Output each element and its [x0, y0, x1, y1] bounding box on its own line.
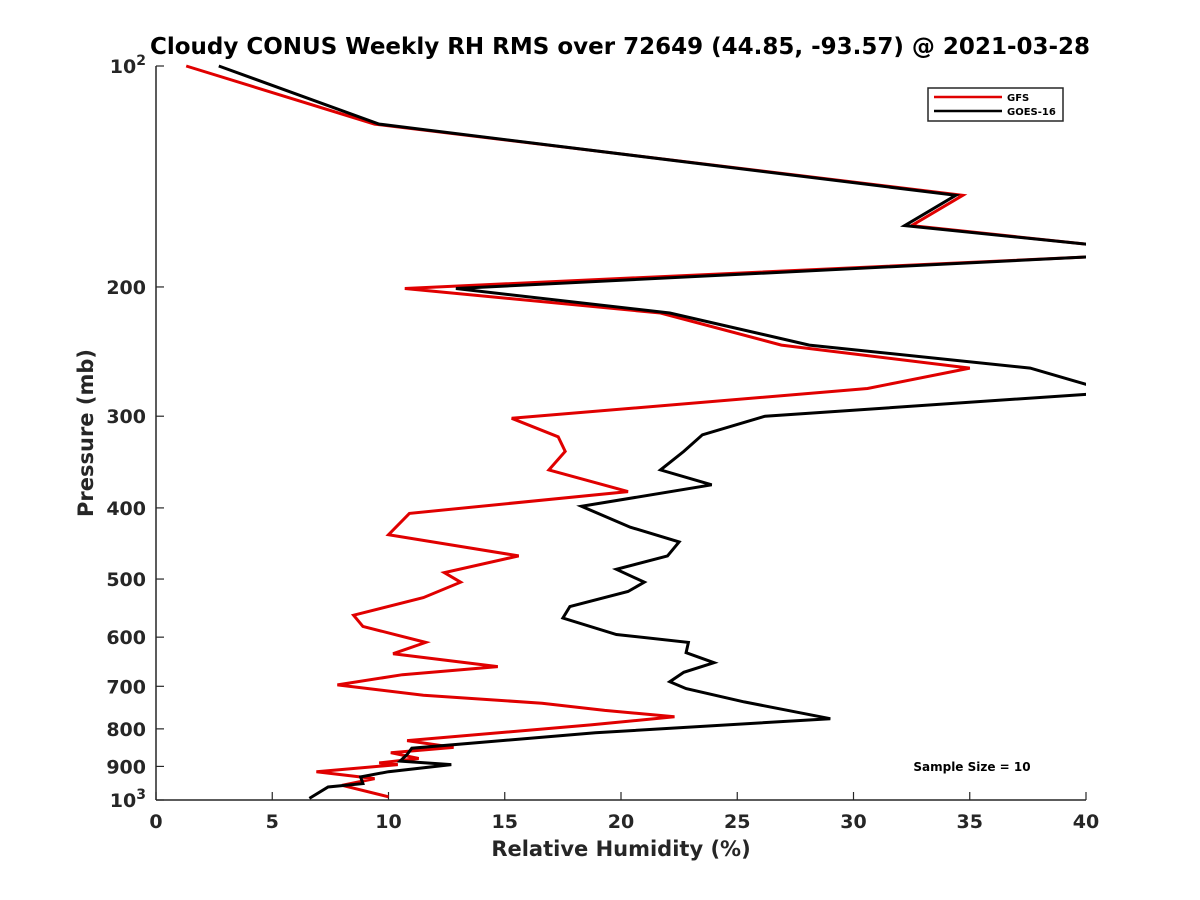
x-tick-label: 40: [1073, 811, 1099, 833]
y-axis-title: Pressure (mb): [74, 349, 98, 517]
x-tick-label: 25: [724, 811, 750, 833]
legend-label-gfs: GFS: [1007, 93, 1029, 104]
y-tick-label: 800: [106, 719, 146, 741]
y-tick-label: 400: [106, 498, 146, 520]
x-tick-label: 35: [957, 811, 983, 833]
y-tick-label: 200: [106, 277, 146, 299]
x-axis-title: Relative Humidity (%): [491, 837, 750, 861]
y-tick-label: 102: [110, 53, 146, 78]
plot-area: [155, 66, 1086, 801]
series-layer: [185, 64, 1086, 800]
y-tick-label: 500: [106, 569, 146, 591]
legend-label-goes16: GOES-16: [1007, 107, 1056, 118]
y-tick-label: 300: [106, 406, 146, 428]
series-line-gfs: [185, 64, 1086, 799]
sample-size-annotation: Sample Size = 10: [913, 760, 1030, 774]
y-tick-label: 900: [106, 756, 146, 778]
x-tick-label: 5: [266, 811, 279, 833]
chart-title: Cloudy CONUS Weekly RH RMS over 72649 (4…: [150, 34, 1090, 60]
x-tick-label: 30: [840, 811, 866, 833]
series-line-goes16: [218, 64, 1086, 800]
legend: GFS GOES-16: [927, 87, 1064, 122]
x-tick-label: 10: [375, 811, 401, 833]
x-axis-ticks: 0 5 10 15 20 25 30 35 40: [149, 792, 1099, 833]
x-tick-label: 15: [492, 811, 518, 833]
y-tick-label: 103: [110, 787, 146, 812]
y-tick-label: 700: [106, 676, 146, 698]
y-tick-label: 600: [106, 627, 146, 649]
x-tick-label: 20: [608, 811, 634, 833]
x-tick-label: 0: [149, 811, 162, 833]
y-axis-ticks: 102 200 300 400 500 600 700 800 900 103: [106, 53, 164, 812]
legend-box: [927, 87, 1064, 122]
